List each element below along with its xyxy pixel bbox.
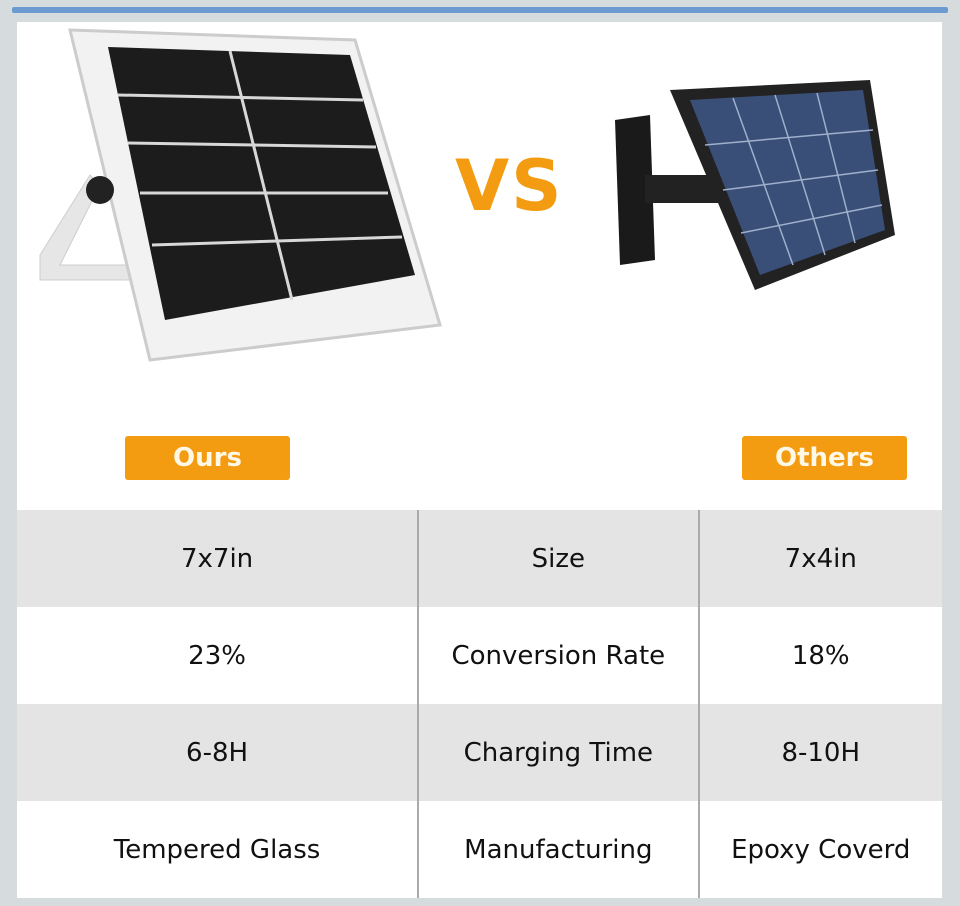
ours-value: 23% xyxy=(17,607,420,704)
feature-label: Charging Time xyxy=(419,704,700,801)
comparison-table: 7x7in Size 7x4in 23% Conversion Rate 18%… xyxy=(17,510,942,898)
ours-value: 6-8H xyxy=(17,704,420,801)
others-value: Epoxy Coverd xyxy=(731,834,911,865)
our-solar-panel-image xyxy=(39,28,442,362)
others-value: 8-10H xyxy=(781,737,861,768)
feature-label: Conversion Rate xyxy=(419,607,700,704)
vs-heading: VS xyxy=(455,145,564,227)
ours-value: 7x7in xyxy=(17,510,420,607)
table-row: Tempered Glass Manufacturing Epoxy Cover… xyxy=(17,801,942,898)
ours-value: Tempered Glass xyxy=(17,801,420,898)
others-solar-panel-image xyxy=(615,80,895,290)
feature-label: Size xyxy=(419,510,700,607)
table-row: 7x7in Size 7x4in xyxy=(17,510,942,607)
top-bar xyxy=(12,7,948,13)
ours-badge: Ours xyxy=(125,436,290,480)
others-value: 18% xyxy=(791,640,850,671)
others-badge: Others xyxy=(742,436,907,480)
feature-label: Manufacturing xyxy=(419,801,700,898)
others-value: 7x4in xyxy=(784,543,857,574)
table-row: 6-8H Charging Time 8-10H xyxy=(17,704,942,801)
table-row: 23% Conversion Rate 18% xyxy=(17,607,942,704)
